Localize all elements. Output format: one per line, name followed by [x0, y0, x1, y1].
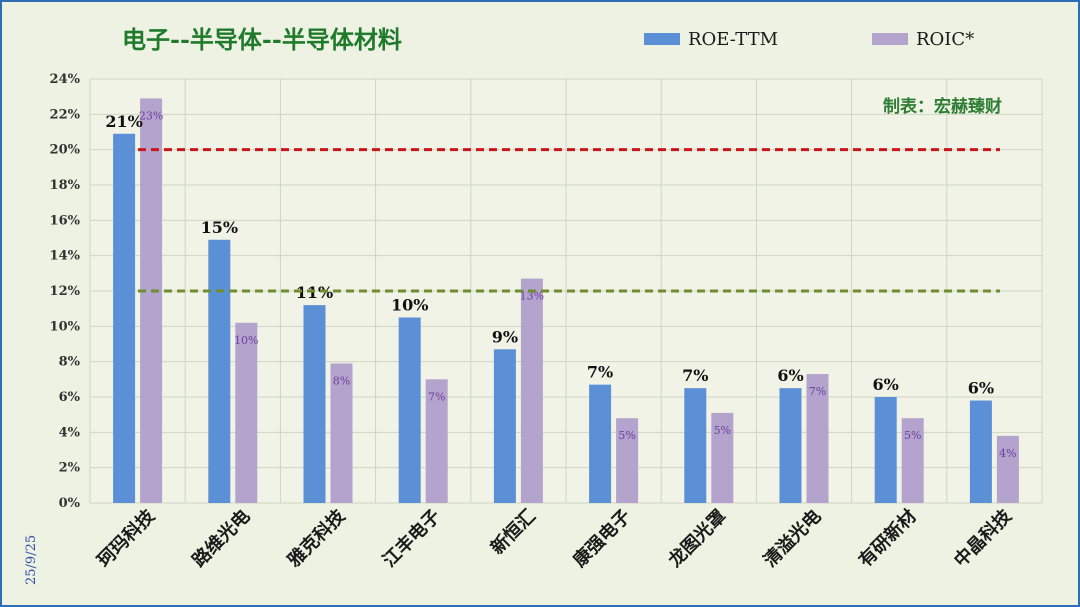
category-label: 路维光电	[188, 505, 254, 571]
data-label-roic: 4%	[999, 447, 1016, 460]
bar-roe-ttm	[398, 317, 421, 503]
legend-label-roic: ROIC*	[916, 29, 974, 50]
data-label-roic: 7%	[428, 390, 445, 403]
bar-roe-ttm	[684, 388, 707, 503]
y-tick-label: 22%	[50, 107, 81, 122]
bar-roic	[330, 363, 353, 503]
y-tick-label: 20%	[50, 143, 81, 158]
category-label: 康强电子	[569, 505, 635, 571]
category-label: 中晶科技	[949, 504, 1016, 571]
bar-roe-ttm	[779, 388, 802, 503]
bar-roic	[616, 418, 639, 503]
category-label: 新恒汇	[486, 505, 540, 559]
legend-swatch-roic	[872, 33, 908, 45]
y-tick-label: 24%	[50, 72, 81, 87]
data-label-roic: 5%	[904, 429, 921, 442]
bar-roic	[806, 374, 829, 503]
y-tick-label: 8%	[59, 355, 81, 370]
y-tick-label: 12%	[50, 284, 81, 299]
category-label: 江丰电子	[378, 505, 444, 571]
bar-roic	[235, 322, 258, 503]
bar-roe-ttm	[208, 239, 231, 503]
y-tick-label: 4%	[59, 425, 81, 440]
bar-roe-ttm	[874, 397, 897, 503]
data-label-roe-ttm: 10%	[391, 296, 428, 315]
data-label-roe-ttm: 6%	[968, 379, 994, 398]
chart-title: 电子--半导体--半导体材料	[122, 25, 402, 54]
bar-roic	[425, 379, 448, 503]
date-stamp: 25/9/25	[24, 535, 39, 585]
bar-roic	[901, 418, 924, 503]
bar-roic	[140, 98, 163, 503]
bar-roic	[711, 412, 734, 503]
data-label-roe-ttm: 7%	[682, 366, 708, 385]
y-tick-label: 18%	[50, 178, 81, 193]
bar-roe-ttm	[493, 349, 516, 503]
category-label: 清溢光电	[759, 505, 825, 571]
bar-roic	[996, 435, 1019, 503]
data-label-roe-ttm: 7%	[587, 363, 613, 382]
y-tick-label: 0%	[59, 496, 81, 511]
y-tick-label: 6%	[59, 390, 81, 405]
bar-roic	[520, 278, 543, 503]
data-label-roe-ttm: 9%	[492, 327, 518, 346]
legend-swatch-roe-ttm	[644, 33, 680, 45]
data-label-roic: 7%	[809, 385, 826, 398]
category-label: 珂玛科技	[93, 504, 160, 571]
data-label-roic: 8%	[333, 374, 350, 387]
data-label-roic: 5%	[618, 429, 635, 442]
data-label-roe-ttm: 11%	[296, 283, 333, 302]
category-label: 雅克科技	[282, 504, 350, 572]
bar-roe-ttm	[113, 133, 136, 503]
category-label: 龙图光罩	[664, 505, 730, 571]
data-label-roe-ttm: 15%	[201, 218, 238, 237]
data-label-roe-ttm: 21%	[105, 112, 142, 131]
bar-roe-ttm	[589, 384, 612, 503]
credit-text: 制表：宏赫臻财	[883, 96, 1002, 117]
bar-roe-ttm	[303, 305, 326, 503]
data-label-roic: 23%	[139, 109, 163, 122]
data-label-roic: 13%	[520, 290, 544, 303]
y-tick-label: 2%	[59, 461, 81, 476]
data-label-roe-ttm: 6%	[873, 375, 899, 394]
legend-label-roe-ttm: ROE-TTM	[688, 29, 778, 50]
category-label: 有研新材	[854, 505, 920, 571]
y-tick-label: 14%	[50, 249, 81, 264]
y-tick-label: 10%	[50, 319, 81, 334]
data-label-roe-ttm: 6%	[777, 366, 803, 385]
bar-roe-ttm	[969, 400, 992, 503]
data-label-roic: 5%	[714, 424, 731, 437]
y-tick-label: 16%	[50, 213, 81, 228]
data-label-roic: 10%	[234, 334, 258, 347]
